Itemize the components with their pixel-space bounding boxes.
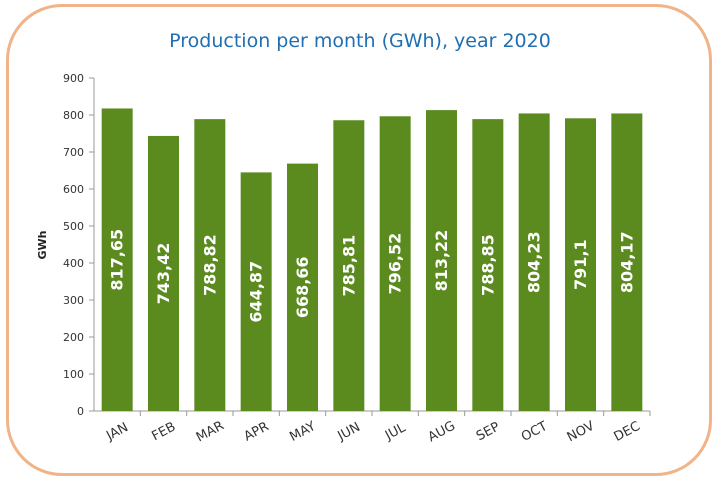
bar-value-label: 791,1 [571,239,590,290]
bar-dec [611,113,643,412]
bar-value-label: 785,81 [339,235,358,297]
x-tick-label: SEP [474,420,503,445]
y-tick-label: 700 [63,146,84,159]
bar-feb [148,135,179,411]
bar-aug [426,110,457,412]
y-tick-label: 900 [63,72,84,85]
bar-value-label: 804,17 [617,231,636,293]
x-tick-label: FEB [149,420,178,445]
bar-value-label: 743,42 [154,243,173,305]
x-tick-label: NOV [565,419,597,446]
x-tick-label: JUN [335,420,363,445]
y-tick-label: 500 [63,220,84,233]
y-axis-label: GWh [36,231,49,260]
x-tick-label: APR [242,419,272,444]
bar-value-label: 644,87 [247,261,266,323]
y-tick-label: 100 [63,368,84,381]
bar-apr [240,172,272,411]
bars: 817,65 743,42 788,82 644,87 668,66 785,81 796,… [101,108,643,412]
bar-value-label: 668,66 [293,256,312,318]
x-tick-label: JUL [382,420,409,444]
x-tick-label: OCT [519,419,550,445]
y-ticks: 0 100 200 300 400 500 600 700 800 900 [63,72,94,418]
y-tick-label: 800 [63,109,84,122]
bar-mar [194,119,226,411]
y-tick-label: 400 [63,257,84,270]
bar-jan [101,108,133,412]
chart-title: Production per month (GWh), year 2020 [169,30,551,52]
bar-value-label: 788,85 [478,234,497,296]
bar-oct [518,113,550,411]
x-tick-label: JAN [103,420,131,444]
y-tick-label: 200 [63,331,84,344]
bar-value-label: 813,22 [432,230,451,292]
x-tick-label: MAY [287,419,318,445]
y-tick-label: 0 [77,405,84,418]
bar-sep [472,119,504,412]
bar-value-label: 804,23 [525,231,544,293]
x-tick-labels: JAN FEB MAR APR MAY JUN JUL AUG SEP OCT NOV DEC [103,411,651,446]
bar-may [287,163,318,411]
x-tick-label: DEC [612,419,643,445]
bar-jul [379,116,411,411]
x-tick-label: AUG [426,419,458,446]
y-tick-label: 300 [63,294,84,307]
bar-nov [565,118,596,411]
y-tick-label: 600 [63,183,84,196]
bar-value-label: 788,82 [200,234,219,296]
bar-jun [333,120,365,411]
bar-value-label: 796,52 [386,233,405,295]
bar-value-label: 817,65 [108,229,127,291]
x-tick-label: MAR [194,418,227,445]
